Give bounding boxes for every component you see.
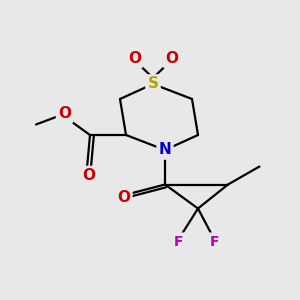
Text: F: F (210, 235, 219, 248)
Text: O: O (165, 51, 178, 66)
Text: S: S (148, 76, 158, 92)
Text: O: O (58, 106, 71, 122)
Text: F: F (174, 235, 183, 248)
Text: O: O (82, 168, 95, 183)
Text: O: O (128, 51, 141, 66)
Text: O: O (117, 190, 130, 205)
Text: N: N (159, 142, 171, 158)
